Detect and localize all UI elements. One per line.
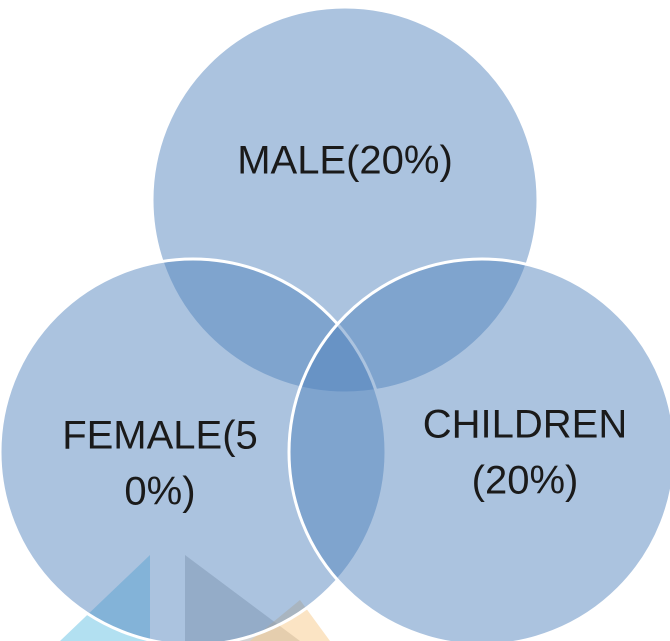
labels: MALE(20%) FEMALE(5 0%) CHILDREN (20%): [62, 139, 627, 514]
circle-female: [0, 257, 388, 641]
node-label: MALE(20%): [237, 139, 453, 183]
node-label: CHILDREN: [423, 403, 627, 447]
watermark: [60, 555, 330, 641]
node-label: 0%): [124, 470, 195, 514]
watermark-shape: [60, 555, 150, 641]
circle-male: [150, 5, 540, 395]
circle-children: [287, 257, 670, 641]
watermark-shape: [185, 555, 300, 641]
node-label: FEMALE(5: [62, 414, 258, 458]
circles: [0, 5, 670, 641]
node-label: (20%): [472, 459, 579, 503]
